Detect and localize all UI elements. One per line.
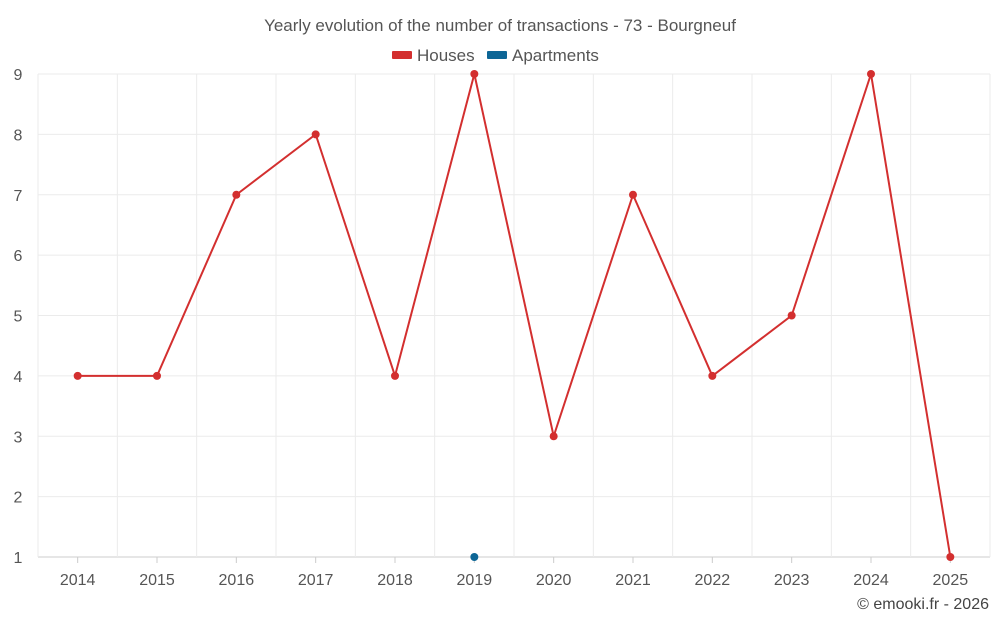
- data-point-apartments: [470, 553, 479, 561]
- legend[interactable]: Houses Apartments: [392, 46, 599, 65]
- chart-title: Yearly evolution of the number of transa…: [264, 16, 736, 35]
- y-tick-label: 6: [14, 248, 23, 265]
- x-tick-label: 2016: [219, 572, 255, 589]
- data-point-houses: [946, 553, 955, 561]
- y-tick-label: 3: [14, 429, 23, 446]
- data-point-houses: [708, 371, 717, 380]
- x-tick-label: 2019: [457, 572, 493, 589]
- data-point-houses: [787, 311, 796, 320]
- x-tick-label: 2022: [695, 572, 731, 589]
- plot-area: [73, 70, 955, 561]
- data-point-houses: [470, 70, 479, 78]
- x-tick-label: 2023: [774, 572, 810, 589]
- x-tick-label: 2015: [139, 572, 175, 589]
- data-point-houses: [867, 70, 875, 78]
- data-point-houses: [629, 190, 637, 199]
- y-tick-label: 1: [14, 550, 23, 567]
- y-tick-label: 4: [14, 369, 23, 386]
- x-axis: 2014 2015 2016 2017 2018 2019 2020 2021 2022 2023…: [60, 557, 968, 589]
- x-tick-label: 2018: [377, 572, 413, 589]
- x-tick-label: 2021: [615, 572, 651, 589]
- data-point-houses: [232, 190, 241, 199]
- y-axis: 1 2 3 4 5 6 7 8 9: [14, 67, 23, 567]
- y-tick-label: 2: [14, 490, 23, 507]
- legend-swatch-apartments: [487, 51, 507, 59]
- x-tick-label: 2020: [536, 572, 572, 589]
- data-point-houses: [311, 130, 320, 139]
- data-point-houses: [391, 371, 399, 380]
- legend-label-apartments[interactable]: Apartments: [512, 46, 599, 65]
- legend-label-houses[interactable]: Houses: [417, 46, 475, 65]
- series-line-houses: [77, 73, 952, 558]
- y-tick-label: 5: [14, 309, 23, 326]
- y-tick-label: 7: [14, 188, 23, 205]
- x-tick-label: 2024: [853, 572, 889, 589]
- data-point-houses: [73, 371, 82, 380]
- legend-swatch-houses: [392, 51, 412, 59]
- x-tick-label: 2014: [60, 572, 96, 589]
- y-tick-label: 9: [14, 67, 23, 84]
- x-tick-label: 2025: [933, 572, 969, 589]
- y-tick-label: 8: [14, 127, 23, 144]
- credit-text: © emooki.fr - 2026: [857, 596, 989, 613]
- data-point-houses: [153, 371, 161, 380]
- data-point-houses: [549, 432, 558, 441]
- x-tick-label: 2017: [298, 572, 334, 589]
